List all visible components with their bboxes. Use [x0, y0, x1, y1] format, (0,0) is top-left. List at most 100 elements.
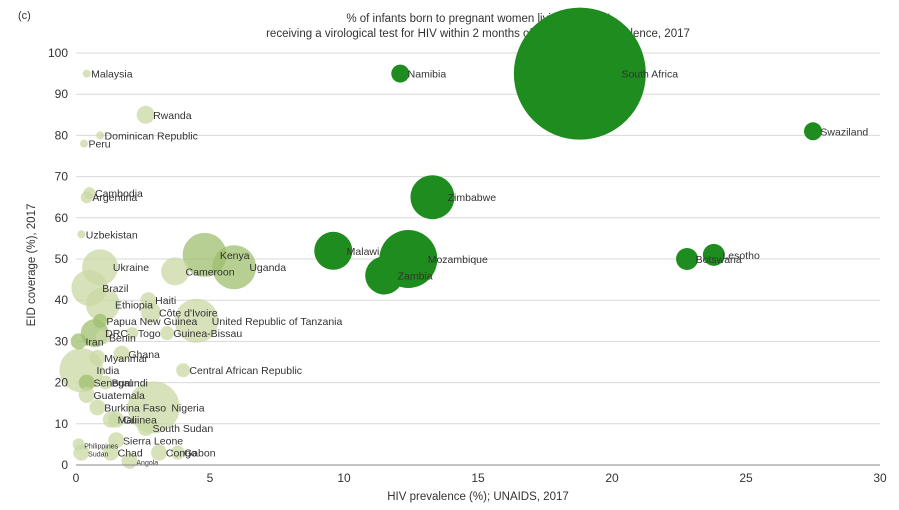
bubble-burundi	[98, 375, 113, 390]
x-axis-label: HIV prevalence (%); UNAIDS, 2017	[387, 491, 569, 503]
y-tick-label: 100	[48, 46, 68, 60]
bubble-label: Zambia	[398, 270, 433, 282]
y-tick-label: 90	[55, 87, 69, 101]
bubble-label: Mozambique	[428, 254, 488, 266]
bubble-label: India	[97, 365, 120, 377]
y-tick-label: 70	[55, 170, 69, 184]
bubble-label: Malaysia	[91, 69, 133, 81]
bubble-malaysia	[82, 69, 91, 78]
bubble-label: Papua New Guinea	[106, 316, 197, 328]
bubble-label: Brazil	[102, 283, 128, 295]
bubble-haiti	[140, 292, 157, 309]
bubble-gabon	[170, 445, 185, 460]
bubble-label: Malawi	[347, 246, 380, 258]
bubble-nigeria	[127, 381, 180, 434]
bubble-label: Nigeria	[171, 402, 204, 414]
bubble-guinea-bissau	[160, 326, 175, 341]
y-tick-label: 40	[55, 293, 69, 307]
bubble-uzbekistan	[77, 230, 86, 239]
bubble-guatemala	[78, 386, 95, 403]
bubble-label: Uzbekistan	[86, 229, 138, 241]
bubble-philippines	[72, 438, 85, 451]
bubble-label: Cameroon	[186, 266, 235, 278]
bubble-label: Lesotho	[722, 250, 760, 262]
bubble-label: Uganda	[249, 262, 286, 274]
bubble-label: Haiti	[155, 295, 176, 307]
bubble-label: DRC	[105, 328, 128, 340]
bubble-senegal	[78, 374, 95, 391]
x-tick-label: 10	[337, 471, 351, 485]
bubble-burkina-faso	[89, 399, 106, 416]
bubble-label: Zimbabwe	[448, 192, 497, 204]
x-tick-label: 15	[471, 471, 485, 485]
bubble-label: Dominican Republic	[105, 130, 198, 142]
bubble-malawi	[314, 231, 353, 270]
bubble-lesotho	[702, 243, 725, 266]
bubble-cameroon	[161, 257, 190, 286]
bubble-label: Ghana	[128, 349, 160, 361]
bubble-united-republic-of-tanzania	[174, 298, 219, 343]
bubble-label: United Republic of Tanzania	[212, 316, 343, 328]
bubble-label: South Africa	[621, 69, 678, 81]
y-tick-label: 60	[55, 211, 69, 225]
bubble-zambia	[365, 256, 404, 295]
bubble-label: Sudan	[88, 452, 108, 459]
bubble-label: Philippines	[84, 443, 118, 450]
y-tick-label: 10	[55, 417, 69, 431]
bubble-label: Togo	[138, 328, 161, 340]
grid	[76, 52, 880, 425]
bubble-swaziland	[804, 122, 822, 141]
bubble-label: Gabon	[184, 448, 216, 460]
x-tick-label: 30	[873, 471, 887, 485]
y-tick-label: 80	[55, 128, 69, 142]
bubble-dominican-republic	[96, 131, 105, 140]
bubble-argentina	[80, 191, 93, 204]
bubble-label: Congo	[166, 448, 197, 460]
bubble-label: Rwanda	[153, 110, 192, 122]
bubble-iran	[70, 333, 87, 350]
bubble-label: Kenya	[220, 250, 250, 262]
bubble-label: Cambodia	[95, 188, 143, 200]
bubble-ghana	[113, 345, 130, 362]
bubble-congo	[151, 444, 168, 461]
bubble-labels: Malaysia Namibia South Africa Rwanda Swazila…	[84, 69, 868, 467]
bubble-myanmar	[89, 349, 106, 366]
bubble-label: Ukraine	[113, 262, 149, 274]
bubble-label: Angola	[136, 460, 158, 467]
bubble-central-african-republic	[176, 363, 191, 378]
bubble-label: Mali	[118, 415, 137, 427]
bubble-togo	[126, 327, 139, 340]
bubble-label: Côte d'Ivoire	[159, 308, 218, 320]
bubble-label: Iran	[85, 336, 103, 348]
bubble-papua-new-guinea	[93, 313, 108, 328]
bubble-rwanda	[136, 105, 155, 124]
bubble-namibia	[391, 64, 410, 83]
bubble-label: Argentina	[92, 192, 137, 204]
y-tick-label: 50	[55, 252, 69, 266]
bubble-zimbabwe	[410, 175, 455, 220]
bubble-label: Guinea-Bissau	[173, 328, 242, 340]
bubble-guinea	[108, 411, 125, 428]
bubble-label: Swaziland	[820, 126, 868, 138]
x-tick-label: 20	[605, 471, 619, 485]
bubble-benin	[95, 330, 110, 345]
y-axis-label: EID coverage (%), 2017	[26, 204, 38, 327]
axes: 0 10 20 30 40 50 60 70 80 90 100 0 5 10 15 20 25 30	[48, 46, 887, 485]
bubble-label: Senegal	[94, 378, 133, 390]
bubble-label: Chad	[118, 448, 143, 460]
bubble-label: Sierra Leone	[123, 435, 183, 447]
bubble-label: Central African Republic	[189, 365, 302, 377]
panel-label: (c)	[18, 10, 31, 22]
bubble-label: Benin	[109, 332, 136, 344]
bubble-label: South Sudan	[152, 423, 213, 435]
bubble-label: Namibia	[408, 69, 447, 81]
bubble-label: Peru	[88, 139, 110, 151]
bubble-ethiopia	[85, 287, 120, 322]
bubble-label: Myanmar	[104, 353, 148, 365]
bubble-label: Guinea	[123, 415, 157, 427]
bubble-sierra-leone	[108, 432, 125, 449]
bubble-label: Burkina Faso	[104, 402, 166, 414]
bubble-chad	[102, 444, 119, 461]
bubble-uganda	[212, 245, 257, 290]
